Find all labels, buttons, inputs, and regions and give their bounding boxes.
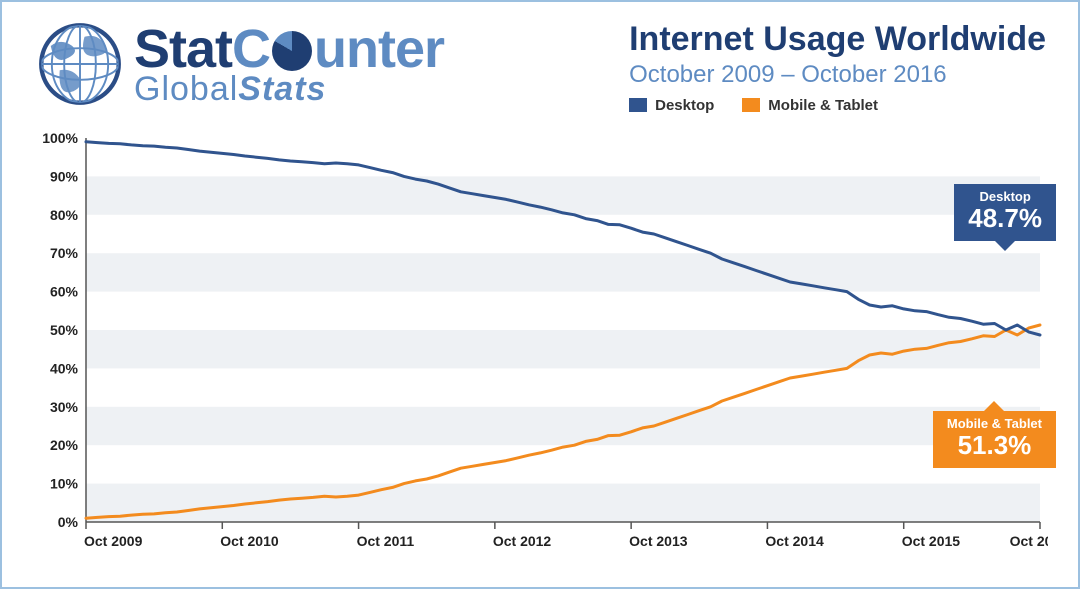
callout-desktop-value: 48.7% [968,204,1042,233]
svg-text:30%: 30% [50,399,79,415]
chart-subtitle: October 2009 – October 2016 [629,61,1046,89]
svg-text:Oct 2010: Oct 2010 [220,533,279,549]
chart-title: Internet Usage Worldwide [629,20,1046,59]
svg-text:Oct 2011: Oct 2011 [357,533,415,549]
callout-mobile-value: 51.3% [947,431,1042,460]
svg-text:40%: 40% [50,360,79,376]
legend-swatch-desktop [629,98,647,112]
logo-word-unter: unter [314,19,444,79]
svg-text:80%: 80% [50,207,79,223]
svg-text:Oct 2012: Oct 2012 [493,533,552,549]
svg-text:90%: 90% [50,168,79,184]
chart-card: StatCunter GlobalStats Internet Usage Wo… [0,0,1080,589]
callout-desktop: Desktop 48.7% [954,184,1056,241]
svg-text:Oct 2013: Oct 2013 [629,533,688,549]
legend-swatch-mobile [742,98,760,112]
svg-text:Oct 2014: Oct 2014 [765,533,824,549]
svg-text:Oct 2015: Oct 2015 [902,533,961,549]
callout-desktop-label: Desktop [968,190,1042,204]
svg-text:0%: 0% [58,514,79,530]
svg-text:50%: 50% [50,322,79,338]
svg-text:60%: 60% [50,284,79,300]
legend: Desktop Mobile & Tablet [629,97,1046,114]
logo-sub-global: Global [134,70,238,108]
statcounter-logo: StatCunter GlobalStats [36,20,444,108]
svg-text:20%: 20% [50,437,79,453]
svg-text:Oct 2009: Oct 2009 [84,533,143,549]
logo-sub-stats: Stats [238,70,326,108]
chart-area: 0% 10% 20% 30% 40% 50% 60% 70% 80% 90% 100% Oct 200… [32,132,1042,562]
svg-text:70%: 70% [50,245,79,261]
svg-text:Oct 2016: Oct 2016 [1010,533,1048,549]
svg-text:10%: 10% [50,476,79,492]
title-block: Internet Usage Worldwide October 2009 – … [629,20,1046,114]
legend-item-mobile: Mobile & Tablet [742,97,878,114]
header: StatCunter GlobalStats Internet Usage Wo… [36,20,1046,132]
callout-mobile: Mobile & Tablet 51.3% [933,411,1056,468]
pie-icon [272,31,312,71]
line-chart: 0% 10% 20% 30% 40% 50% 60% 70% 80% 90% 100% Oct 200… [32,132,1048,562]
legend-item-desktop: Desktop [629,97,714,114]
callout-mobile-label: Mobile & Tablet [947,417,1042,431]
svg-text:100%: 100% [42,132,78,146]
globe-icon [36,20,124,108]
